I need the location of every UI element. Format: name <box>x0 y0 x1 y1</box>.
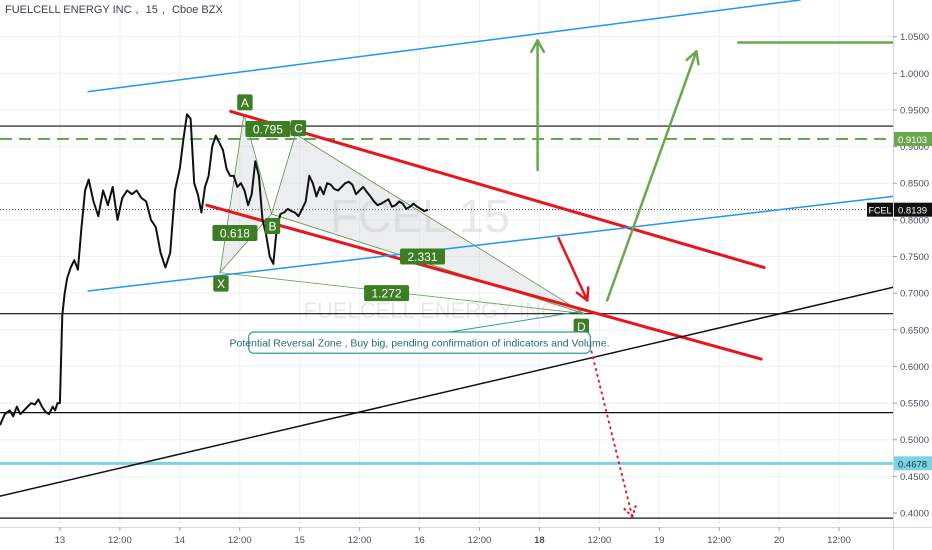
pattern-point-a-text: A <box>241 96 249 110</box>
trend-line-lower-red-channel <box>205 203 763 361</box>
arrow-shaft-red-dotted <box>583 321 634 518</box>
arrow-head-red-dotted <box>623 507 634 518</box>
pattern-point-c-box <box>290 120 307 137</box>
trend-line-blue-channel-lower <box>87 195 894 292</box>
x-tick-label: 15 <box>294 535 305 546</box>
callout-box <box>248 331 591 354</box>
harmonic-pattern <box>219 113 585 315</box>
pattern-point-d-box <box>573 318 590 335</box>
arrow-shaft-green <box>605 50 698 302</box>
arrow-head-red <box>575 286 590 302</box>
x-tick-label: 12:00 <box>468 535 492 546</box>
x-tick-label: 12:00 <box>228 535 252 546</box>
last-price-badge-text: 0.8139 <box>898 206 927 217</box>
time-axis-bg <box>0 527 893 550</box>
x-tick-label: 12:00 <box>108 535 132 546</box>
pattern-ratio-box <box>245 120 291 137</box>
reversal-zone-callout: Potential Reversal Zone , Buy big, pendi… <box>230 311 610 354</box>
header-symbol: FUELCELL ENERGY INC <box>5 4 132 16</box>
pattern-point-c-text: C <box>294 122 303 136</box>
y-tick-label: 0.4000 <box>900 509 929 520</box>
x-tick-label: 12:00 <box>587 535 611 546</box>
arrow-head-red-dotted <box>631 505 637 518</box>
y-tick-label: 1.0500 <box>900 32 929 43</box>
x-tick-label: 19 <box>654 535 665 546</box>
last-price-badge-bg <box>894 202 932 217</box>
arrow-head-green <box>685 50 700 66</box>
watermark-name: FUELCELL ENERGY INC <box>303 298 556 323</box>
pattern-ratio-text: 0.618 <box>220 227 250 241</box>
pattern-point-b-text: B <box>268 219 276 233</box>
watermark-ticker: FCEL 15 <box>330 190 510 242</box>
y-tick-label: 0.6000 <box>900 362 929 373</box>
x-tick-label: 14 <box>175 535 186 546</box>
pattern-ratio-text: 0.795 <box>253 122 283 136</box>
pattern-point-b-box <box>264 217 281 234</box>
y-tick-label: 0.7500 <box>900 252 929 263</box>
y-tick-label: 0.5000 <box>900 435 929 446</box>
y-tick-label: 0.9500 <box>900 105 929 116</box>
y-tick-label: 0.6500 <box>900 325 929 336</box>
pattern-ratio-box <box>212 225 258 242</box>
y-tick-label: 0.8500 <box>900 179 929 190</box>
pattern-point-x-text: X <box>217 277 225 291</box>
y-tick-label: 0.4500 <box>900 472 929 483</box>
x-tick-label: 12:00 <box>348 535 372 546</box>
x-tick-label: 12:00 <box>707 535 731 546</box>
trend-line-blue-channel-upper <box>87 0 801 93</box>
pattern-point-x-box <box>213 275 229 292</box>
level-badge-9103-text: 0.9103 <box>898 135 927 146</box>
callout-pointer <box>449 311 580 333</box>
trend-line-black-support <box>0 286 894 497</box>
trend-line-upper-red-channel <box>229 109 766 269</box>
price-series <box>0 113 429 426</box>
x-tick-label: 12:00 <box>827 535 851 546</box>
x-tick-label: 20 <box>774 535 785 546</box>
symbol-watermark: FCEL 15 FUELCELL ENERGY INC <box>303 190 556 323</box>
callout-text: Potential Reversal Zone , Buy big, pendi… <box>230 338 610 350</box>
header-interval: 15 <box>145 4 158 16</box>
chart-header: FUELCELL ENERGY INC, 15, Cboe BZX <box>5 4 223 16</box>
level-badge-9103-bg <box>894 132 932 147</box>
pattern-labels: X A B C D 0.618 0.795 2.331 1.272 <box>212 94 590 335</box>
arrow-shaft-red <box>557 236 589 302</box>
last-price-badge-symbol-bg <box>867 202 893 217</box>
forecast-arrows <box>530 39 700 518</box>
level-badge-4678-bg <box>894 456 932 471</box>
pattern-ratio-text: 2.331 <box>408 250 438 264</box>
horizontal-levels <box>0 125 893 519</box>
arrow-head-green <box>530 39 546 53</box>
price-line <box>0 113 429 426</box>
y-tick-label: 1.0000 <box>900 69 929 80</box>
trend-lines <box>0 0 894 497</box>
pattern-point-d-text: D <box>577 320 586 334</box>
x-tick-label: 13 <box>55 535 66 546</box>
x-tick-label: 18 <box>534 535 545 546</box>
x-tick-label: 16 <box>414 535 425 546</box>
pattern-ratio-text: 1.272 <box>372 287 402 301</box>
pattern-point-a-box <box>237 94 253 111</box>
pattern-ratio-box <box>400 248 446 265</box>
level-badge-4678-text: 0.4678 <box>898 459 927 470</box>
chart-grid <box>0 0 893 524</box>
y-tick-label: 0.9000 <box>900 142 929 153</box>
y-tick-label: 0.7000 <box>900 289 929 300</box>
y-tick-label: 0.8000 <box>900 215 929 226</box>
y-tick-label: 0.5500 <box>900 399 929 410</box>
header-exchange: Cboe BZX <box>172 4 223 16</box>
last-price-badge-symbol: FCEL <box>868 206 891 216</box>
pattern-ratio-box <box>364 285 410 302</box>
